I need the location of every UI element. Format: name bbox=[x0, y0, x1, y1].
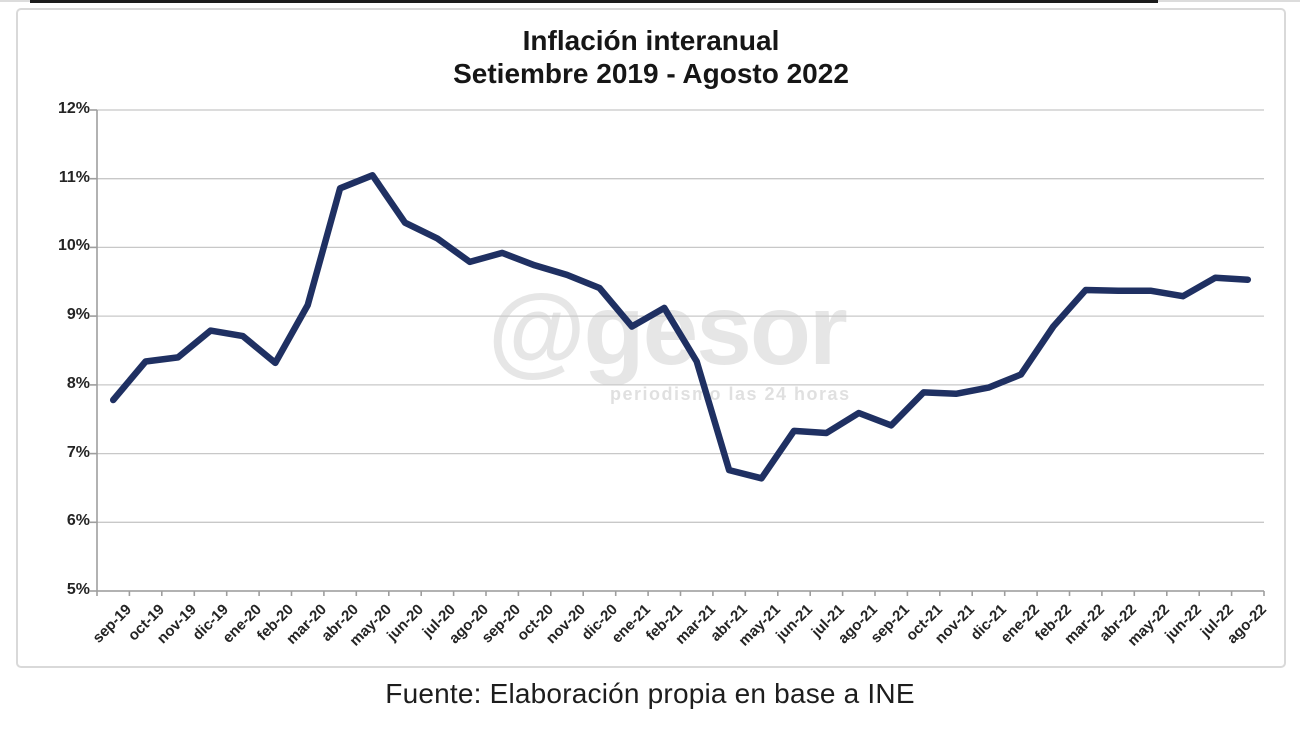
chart-frame: Inflación interanual Setiembre 2019 - Ag… bbox=[16, 8, 1286, 668]
top-divider bbox=[30, 0, 1158, 3]
y-axis-tick-label: 5% bbox=[66, 581, 90, 598]
source-caption: Fuente: Elaboración propia en base a INE bbox=[385, 678, 915, 709]
y-axis-tick-label: 9% bbox=[66, 306, 90, 324]
chart-title: Inflación interanual Setiembre 2019 - Ag… bbox=[18, 24, 1284, 90]
y-axis-tick-label: 6% bbox=[66, 512, 90, 530]
chart-title-line2: Setiembre 2019 - Agosto 2022 bbox=[453, 58, 849, 89]
line-chart-plot bbox=[90, 109, 1265, 596]
y-axis-tick-label: 10% bbox=[57, 237, 90, 255]
y-axis-tick-label: 12% bbox=[57, 100, 90, 117]
chart-title-line1: Inflación interanual bbox=[522, 25, 780, 56]
y-axis-tick-label: 11% bbox=[58, 168, 90, 186]
y-axis-tick-label: 7% bbox=[66, 443, 90, 461]
y-axis-tick-label: 8% bbox=[66, 374, 90, 392]
